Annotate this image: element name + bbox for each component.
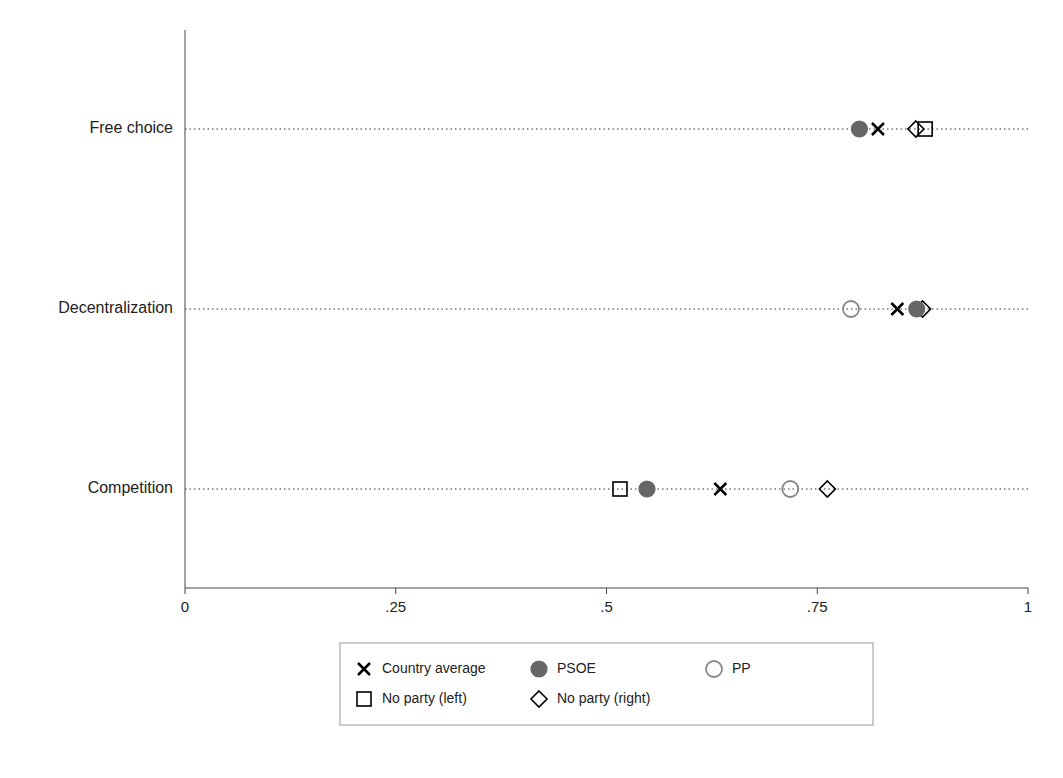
x-tick	[395, 588, 396, 594]
plot-area	[613, 121, 932, 497]
dot	[891, 303, 903, 315]
dot	[851, 121, 867, 137]
x-tick	[1028, 588, 1029, 594]
dot	[613, 482, 627, 496]
dot	[714, 483, 726, 495]
dot	[843, 301, 859, 317]
legend-label: No party (right)	[557, 690, 650, 706]
y-tick-label: Decentralization	[58, 299, 173, 316]
dot	[909, 301, 925, 317]
dot	[639, 481, 655, 497]
legend-swatch	[358, 663, 370, 675]
grid-line	[185, 128, 1028, 129]
dot	[819, 481, 835, 497]
legend-label: Country average	[382, 660, 486, 676]
y-tick-label: Free choice	[89, 119, 173, 136]
y-tick-label: Competition	[88, 479, 173, 496]
legend-label: PSOE	[557, 660, 596, 676]
x-tick	[606, 588, 607, 594]
legend-swatch	[706, 661, 722, 677]
grid-line	[185, 488, 1028, 489]
x-tick	[817, 588, 818, 594]
dot	[872, 123, 884, 135]
dot	[782, 481, 798, 497]
dot	[908, 121, 924, 137]
legend-box	[340, 643, 873, 725]
legend-swatch	[531, 691, 547, 707]
legend-swatch	[531, 661, 547, 677]
grid-line	[185, 308, 1028, 309]
dot	[918, 122, 932, 136]
x-tick-label: 1	[1024, 598, 1032, 615]
x-tick-label: .75	[807, 598, 828, 615]
x-tick-label: .25	[385, 598, 406, 615]
legend: Country average PSOE PP No party (left) No p…	[340, 643, 873, 725]
legend-label: PP	[732, 660, 751, 676]
x-tick	[185, 588, 186, 594]
legend-swatch	[357, 692, 371, 706]
legend-label: No party (left)	[382, 690, 467, 706]
x-tick-label: 0	[181, 598, 189, 615]
x-tick-label: .5	[600, 598, 613, 615]
chart: Competition Decentralization Free choice 0.…	[0, 0, 1063, 778]
y-axis-line	[185, 30, 186, 588]
